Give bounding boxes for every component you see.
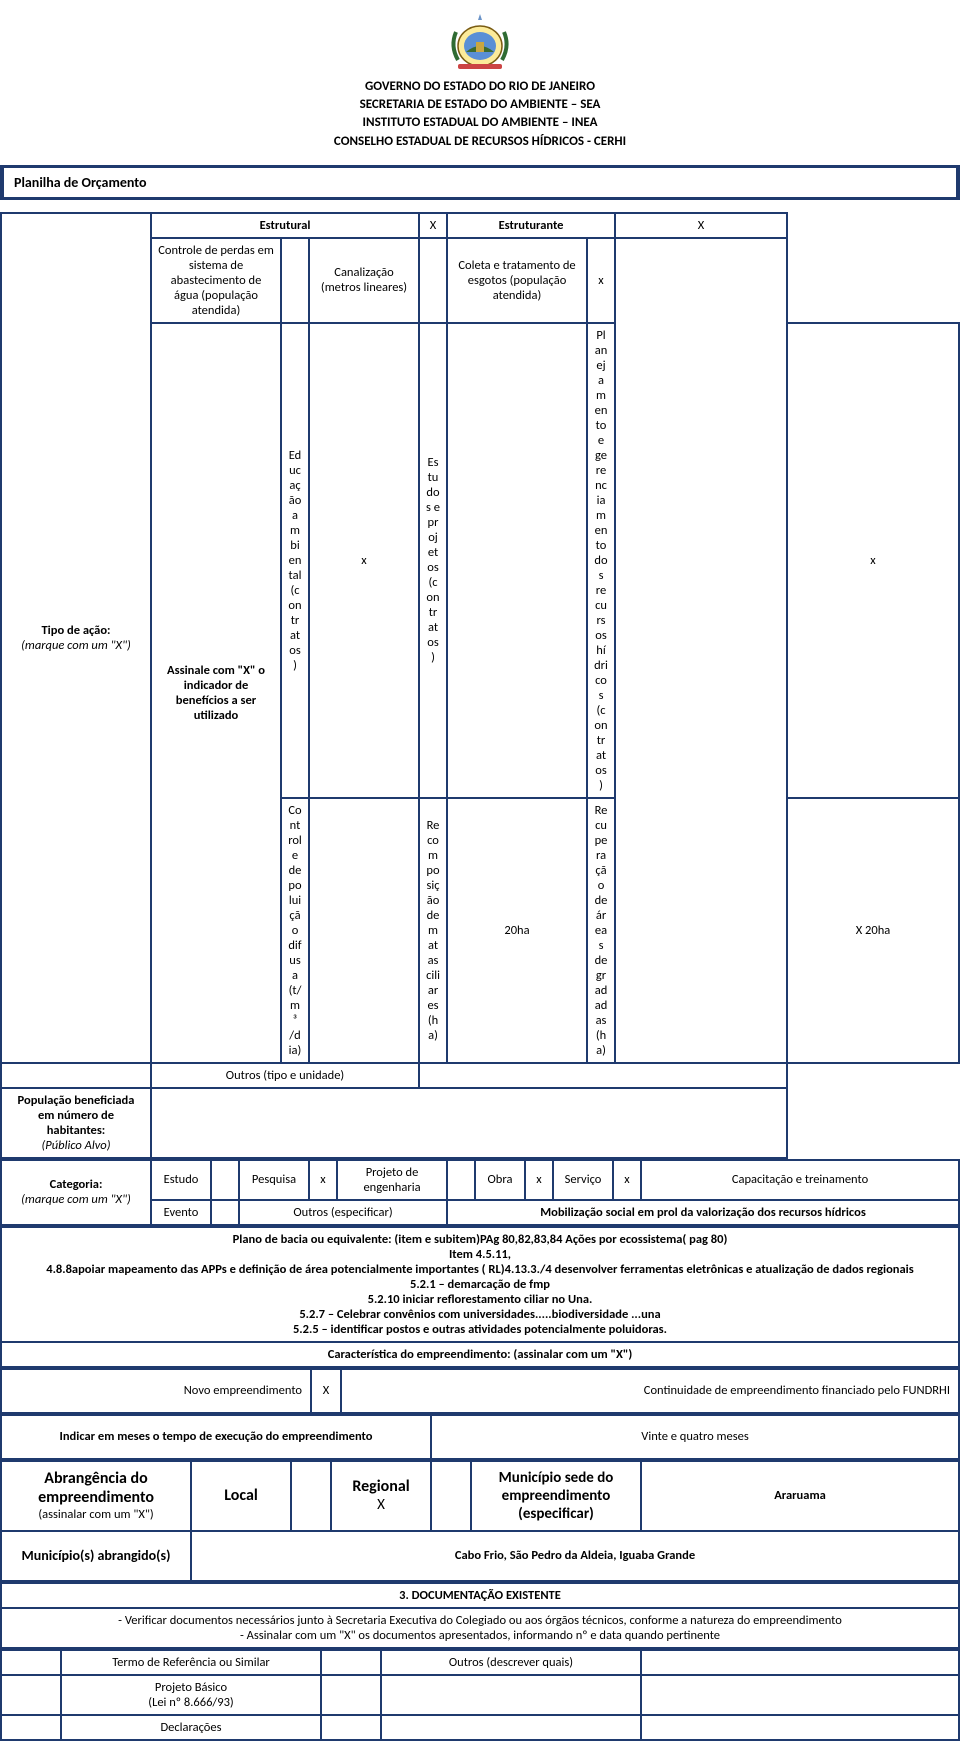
tipo-acao-label: Tipo de ação: (marque com um "X") [1,213,151,1063]
estruturante-label: Estruturante [447,213,615,238]
indicator-cell: Coleta e tratamento de esgotos (populaçã… [447,238,587,323]
gov-header: GOVERNO DO ESTADO DO RIO DE JANEIRO SECR… [0,78,960,165]
municipios-label: Município(s) abrangido(s) [1,1531,191,1581]
local-label: Local [191,1461,291,1531]
cat-evento: Evento [151,1200,211,1225]
tempo-value: Vinte e quatro meses [431,1415,959,1459]
doc-outros-value[interactable] [641,1650,959,1675]
cat-obra: Obra [475,1160,525,1200]
cat-outros-text: Mobilização social em prol da valorizaçã… [447,1200,959,1225]
documents-table: Termo de Referência ou Similar Outros (d… [0,1649,960,1741]
doc-projeto: Projeto Básico (Lei nº 8.666/93) [61,1675,321,1715]
indicator-mark[interactable]: x [309,323,419,798]
cat-outros: Outros (especificar) [239,1200,447,1225]
section3-table: 3. DOCUMENTAÇÃO EXISTENTE - Verificar do… [0,1582,960,1649]
regional-cell: Regional X [331,1461,431,1531]
plano-bacia: Plano de bacia ou equivalente: (item e s… [0,1226,960,1368]
cat-pesquisa: Pesquisa [239,1160,309,1200]
populacao-label: População beneficiada em número de habit… [1,1088,151,1158]
indicator-cell: Recuperação de áreas degradadas (ha) [587,798,615,1063]
outros-tipo-value[interactable] [419,1063,787,1088]
municipios-value: Cabo Frio, São Pedro da Aldeia, Iguaba G… [191,1531,959,1581]
populacao-value[interactable] [151,1088,787,1158]
indicator-mark[interactable]: X 20ha [787,798,959,1063]
municipio-sede: Araruama [641,1461,959,1531]
indicator-blank [615,238,787,1063]
estrutural-mark[interactable]: X [419,213,447,238]
municipio-sede-label: Município sede do empreendimento (especi… [471,1461,641,1531]
indicator-cell: Educação ambiental (contratos) [281,323,309,798]
indicator-mark[interactable]: 20ha [447,798,587,1063]
estrutural-label: Estrutural [151,213,419,238]
indicator-mark[interactable] [281,238,309,323]
doc-blank [1,1650,61,1675]
indicator-mark[interactable] [447,323,587,798]
categoria-table: Categoria: (marque com um "X") Estudo Pe… [0,1159,960,1226]
tempo-label: Indicar em meses o tempo de execução do … [1,1415,431,1459]
sheet-title: Planilha de Orçamento [0,165,960,200]
cat-obra-mark[interactable]: x [525,1160,553,1200]
header-line: CONSELHO ESTADUAL DE RECURSOS HÍDRICOS -… [0,133,960,151]
cat-servico-mark[interactable]: x [613,1160,641,1200]
novo-label: Novo empreendimento [1,1369,311,1413]
doc-blank[interactable] [641,1675,959,1715]
header-line: SECRETARIA DE ESTADO DO AMBIENTE – SEA [0,96,960,114]
crest-logo [0,0,960,78]
caracteristica-label: Característica do empreendimento: (assin… [1,1342,959,1367]
cat-projeto: Projeto de engenharia [337,1160,447,1200]
main-form-table: Tipo de ação: (marque com um "X") Estrut… [0,212,960,1159]
doc-blank [381,1715,641,1740]
indicator-mark[interactable]: x [787,323,959,798]
cat-capacitacao: Capacitação e treinamento [641,1160,959,1200]
estruturante-mark[interactable]: X [615,213,787,238]
section3-text: - Verificar documentos necessários junto… [1,1608,959,1648]
header-line: INSTITUTO ESTADUAL DO AMBIENTE – INEA [0,114,960,132]
indicator-mark[interactable]: x [587,238,615,323]
doc-mark[interactable] [321,1650,381,1675]
indicator-mark[interactable] [419,238,447,323]
plano-text: Plano de bacia ou equivalente: (item e s… [1,1227,959,1342]
indicator-cell: Canalização (metros lineares) [309,238,419,323]
cat-projeto-mark[interactable] [447,1160,475,1200]
doc-outros: Outros (descrever quais) [381,1650,641,1675]
doc-decl: Declarações [61,1715,321,1740]
regional-mark[interactable] [431,1461,471,1531]
tempo-table: Indicar em meses o tempo de execução do … [0,1414,960,1460]
doc-mark[interactable] [321,1715,381,1740]
indicator-cell: Planejamento e gerenciamento dos recurso… [587,323,615,798]
abrangencia-table: Abrangência do empreendimento (assinalar… [0,1460,960,1582]
indicator-cell: Controle de perdas em sistema de abastec… [151,238,281,323]
abrangencia-label: Abrangência do empreendimento (assinalar… [1,1461,191,1531]
doc-blank[interactable] [641,1715,959,1740]
indicator-cell: Estudos e projetos (contratos) [419,323,447,798]
cat-servico: Serviço [553,1160,613,1200]
cat-evento-mark[interactable] [211,1200,239,1225]
indicador-label: Assinale com "X" o indicador de benefíci… [151,323,281,1063]
outros-tipo: Outros (tipo e unidade) [151,1063,419,1088]
cat-pesquisa-mark[interactable]: x [309,1160,337,1200]
doc-termo: Termo de Referência ou Similar [61,1650,321,1675]
header-line: GOVERNO DO ESTADO DO RIO DE JANEIRO [0,78,960,96]
doc-mark[interactable] [321,1675,381,1715]
cat-estudo: Estudo [151,1160,211,1200]
indicator-cell: Controle de poluição difusa (t/ m³ /dia) [281,798,309,1063]
section3-title: 3. DOCUMENTAÇÃO EXISTENTE [1,1583,959,1608]
doc-blank [1,1675,61,1715]
caracteristica-table: Novo empreendimento X Continuidade de em… [0,1368,960,1414]
continuidade-label: Continuidade de empreendimento financiad… [341,1369,959,1413]
local-mark[interactable] [291,1461,331,1531]
doc-blank [381,1675,641,1715]
cat-estudo-mark[interactable] [211,1160,239,1200]
doc-blank [1,1715,61,1740]
indicator-cell: Recomposição de matas ciliares (ha) [419,798,447,1063]
novo-mark[interactable]: X [311,1369,341,1413]
categoria-label: Categoria: (marque com um "X") [1,1160,151,1225]
indicator-mark[interactable] [309,798,419,1063]
